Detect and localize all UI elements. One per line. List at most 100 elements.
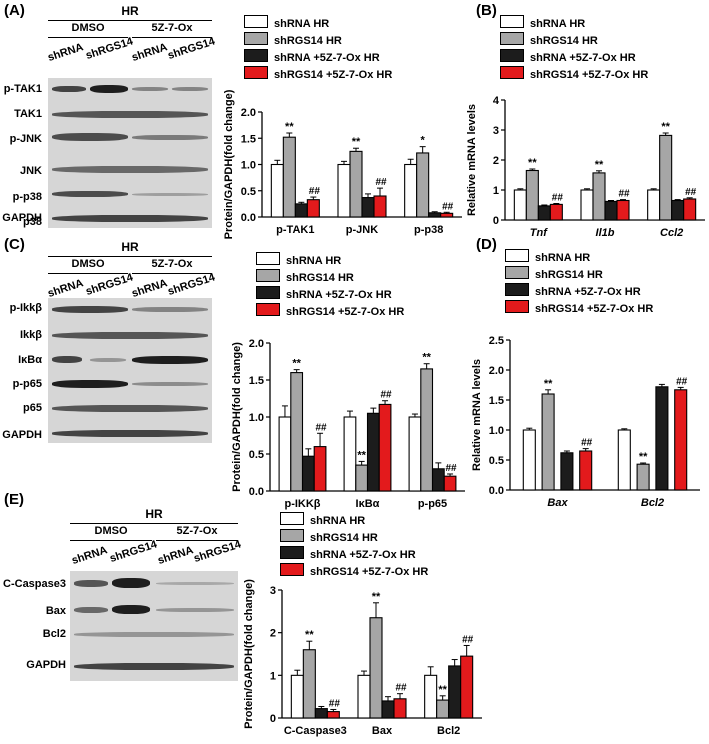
y-tick-label: 1.5 [249, 375, 264, 387]
blot-divider [156, 540, 238, 541]
blot-band [52, 86, 86, 92]
blot-row-label: p-JNK [9, 133, 42, 145]
y-tick-label: 1 [270, 670, 276, 682]
significance-label: ** [661, 121, 670, 133]
significance-label: ## [395, 683, 407, 694]
bar [302, 649, 316, 719]
blot-row-label: p-TAK1 [3, 83, 42, 95]
legend-swatch [280, 512, 304, 525]
blot-band [52, 405, 208, 412]
panel-label-a: (A) [4, 2, 25, 19]
legend-item: shRGS14 +5Z-7-Ox HR [244, 66, 392, 81]
blot-row-label: p38 [23, 216, 42, 228]
legend-swatch [280, 529, 304, 542]
significance-label: ## [445, 463, 457, 474]
x-tick-label: Bcl2 [641, 497, 664, 509]
y-tick-label: 0 [270, 713, 276, 725]
x-tick-label: p-IKKβ [284, 498, 320, 510]
blot-band [52, 332, 208, 339]
significance-label: ## [685, 187, 697, 198]
legend-item: shRNA +5Z-7-Ox HR [244, 49, 380, 64]
blot-row-label: TAK1 [14, 108, 42, 120]
blot-band [52, 191, 128, 197]
blot-image [48, 78, 212, 228]
x-tick-label: Il1b [596, 227, 615, 239]
blot-group-dmso: DMSO [94, 525, 128, 537]
legend-item: shRGS14 HR [505, 266, 603, 281]
blot-row-label: GAPDH [26, 659, 66, 671]
blot-row-label: Bax [45, 605, 66, 617]
blot-band [156, 608, 234, 612]
y-axis-label: Protein/GAPDH(fold change) [231, 342, 243, 492]
significance-label: ## [676, 376, 688, 387]
blot-band [132, 87, 168, 91]
legend-item: shRGS14 +5Z-7-Ox HR [280, 563, 428, 578]
blot-band [74, 580, 108, 587]
legend-item: shRNA HR [280, 512, 365, 527]
bar [381, 700, 395, 719]
chart-group: 0.0 0.5 1.0 1.5 2.0 Protein/GAPDH(fold change… [223, 89, 462, 239]
legend-swatch [256, 269, 280, 282]
blot-band [90, 358, 126, 362]
legend-item: shRNA HR [500, 15, 585, 30]
blot-band [132, 193, 208, 196]
significance-label: ** [292, 358, 301, 370]
legend-item: shRNA HR [256, 252, 341, 267]
legend-swatch [505, 249, 529, 262]
y-axis-label: Relative mRNA levels [466, 104, 478, 216]
western-blot-a: HR DMSO 5Z-7-Ox shRNA shRGS14 shRNA shRG… [0, 0, 217, 232]
legend-item: shRGS14 HR [280, 529, 378, 544]
bar [460, 655, 474, 719]
blot-band [132, 356, 208, 364]
legend-swatch [500, 15, 524, 28]
blot-band [156, 582, 234, 585]
legend-swatch [505, 266, 529, 279]
significance-label: ## [462, 634, 474, 645]
y-axis-label: Protein/GAPDH(fold change) [223, 89, 235, 239]
blot-row-label: IκBα [18, 354, 42, 366]
blot-row-label: C-Caspase3 [3, 578, 66, 590]
blot-band [52, 111, 208, 118]
y-tick-label: 1.0 [241, 160, 256, 172]
bar [357, 674, 371, 719]
blot-band [90, 85, 128, 93]
blot-title: HR [121, 4, 139, 18]
legend-b: shRNA HR shRGS14 HR shRNA +5Z-7-Ox HR sh… [500, 15, 709, 95]
blot-title: HR [145, 507, 163, 521]
legend-item: shRGS14 +5Z-7-Ox HR [500, 66, 648, 81]
legend-item: shRGS14 HR [500, 32, 598, 47]
legend-swatch [244, 15, 268, 28]
y-tick-label: 3 [270, 585, 276, 597]
y-tick-label: 0.5 [249, 449, 264, 461]
blot-band [52, 430, 208, 437]
blot-divider [70, 540, 152, 541]
x-tick-label: p-TAK1 [276, 224, 314, 236]
x-tick-label: Bax [372, 725, 393, 737]
chart-group: 0.0 0.5 1.0 1.5 2.0 Protein/GAPDH(fold change… [231, 338, 465, 510]
blot-divider [70, 523, 238, 524]
x-tick-label: Tnf [530, 227, 548, 239]
significance-label: ## [581, 438, 593, 449]
legend-item: shRGS14 HR [256, 269, 354, 284]
blot-divider [48, 20, 212, 21]
bar [424, 674, 438, 719]
y-tick-label: 2.0 [249, 338, 264, 350]
significance-label: ## [375, 177, 387, 188]
x-tick-label: p-p38 [414, 224, 443, 236]
bar [314, 708, 328, 719]
significance-label: ## [442, 201, 454, 212]
significance-label: ## [329, 698, 341, 709]
bar [369, 617, 383, 719]
x-tick-label: p-p65 [418, 498, 447, 510]
legend-item: shRGS14 +5Z-7-Ox HR [505, 300, 653, 315]
blot-band [74, 632, 234, 637]
y-tick-label: 3 [493, 125, 499, 137]
bar [393, 698, 407, 719]
significance-label: ** [305, 629, 314, 641]
blot-band [112, 605, 150, 614]
y-axis-label: Relative mRNA levels [471, 359, 483, 471]
